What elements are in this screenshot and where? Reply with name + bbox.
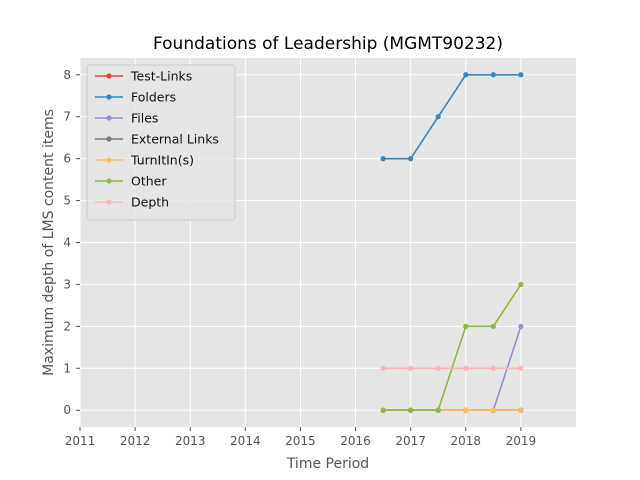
legend-marker [106,115,112,121]
x-tick-label: 2017 [395,434,426,448]
x-tick-label: 2016 [340,434,371,448]
legend-label: Test-Links [130,69,192,84]
data-point-folders [435,114,441,120]
data-point-turnitin-s [490,407,496,413]
y-axis-ticks: 0 1 2 3 4 5 6 7 8 [63,68,80,417]
legend-item: Test-Links [95,69,192,84]
series-depth [380,365,524,371]
legend-item: TurnItIn(s) [95,153,194,168]
series-folders [380,72,524,162]
data-point-depth [463,365,469,371]
legend-marker [106,94,112,100]
x-axis-label: Time Period [286,456,369,472]
data-point-depth [435,365,441,371]
x-tick-label: 2011 [65,434,96,448]
data-point-turnitin-s [463,407,469,413]
legend-marker [106,178,112,184]
y-tick-label: 3 [63,277,71,291]
legend-item: Depth [95,195,169,210]
y-tick-label: 1 [63,361,71,375]
chart-title: Foundations of Leadership (MGMT90232) [153,34,503,54]
y-axis-label: Maximum depth of LMS content items [41,109,57,376]
y-tick-label: 2 [63,319,71,333]
data-point-turnitin-s [518,407,524,413]
legend-marker [106,136,112,142]
series-line-folders [383,73,521,160]
data-point-depth [490,365,496,371]
data-point-depth [408,365,414,371]
y-tick-label: 4 [63,236,71,250]
x-tick-label: 2012 [120,434,151,448]
legend-marker [106,73,112,79]
x-tick-label: 2014 [230,434,261,448]
x-tick-label: 2015 [285,434,316,448]
data-point-folders [408,156,414,162]
data-point-other [380,407,386,413]
legend-item: Files [95,111,158,126]
data-point-other [463,323,469,329]
series-layer [380,72,524,413]
legend-label: Depth [131,195,169,210]
legend-label: TurnItIn(s) [130,153,194,168]
y-tick-label: 8 [63,68,71,82]
legend-marker [106,199,112,205]
legend-marker [106,157,112,163]
legend-label: External Links [131,132,219,147]
legend-label: Other [131,174,167,189]
data-point-folders [490,72,496,78]
y-tick-label: 5 [63,194,71,208]
data-point-folders [518,72,524,78]
y-tick-label: 7 [63,110,71,124]
x-axis-ticks: 2011 2012 2013 2014 2015 2016 2017 2018 2019 [65,427,536,448]
data-point-depth [518,365,524,371]
data-point-other [490,323,496,329]
legend-item: External Links [95,132,219,147]
x-tick-label: 2019 [506,434,537,448]
legend-label: Files [131,111,158,126]
x-tick-label: 2013 [175,434,206,448]
data-point-other [518,281,524,288]
legend-item: Folders [95,90,176,105]
data-point-other [408,407,414,413]
legend: Test-Links Folders Files External Links Turn… [86,64,236,221]
data-point-folders [380,156,386,162]
legend-box [86,64,236,221]
y-tick-label: 0 [63,403,71,417]
legend-label: Folders [131,90,176,105]
y-tick-label: 6 [63,152,71,166]
legend-item: Other [95,174,167,189]
x-tick-label: 2018 [451,434,482,448]
data-point-other [435,407,441,413]
data-point-depth [380,365,386,371]
data-point-files [518,323,524,329]
data-point-folders [463,72,469,78]
